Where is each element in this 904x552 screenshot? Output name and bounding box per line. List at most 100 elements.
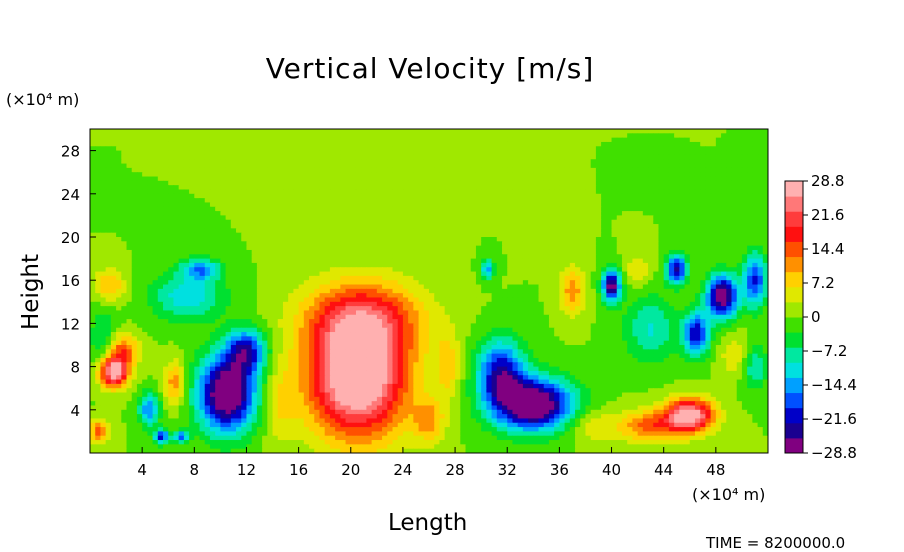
heatmap-cell — [204, 202, 211, 208]
heatmap-cell — [236, 267, 242, 273]
heatmap-cell — [230, 189, 237, 195]
heatmap-cell — [585, 232, 592, 238]
heatmap-cell — [429, 129, 435, 134]
heatmap-cell — [413, 167, 420, 173]
heatmap-cell — [95, 288, 102, 294]
heatmap-cell — [642, 211, 649, 216]
heatmap-cell — [741, 228, 748, 234]
heatmap-cell — [481, 159, 487, 165]
heatmap-cell — [298, 262, 305, 268]
heatmap-cell — [752, 284, 759, 290]
heatmap-cell — [491, 215, 498, 221]
heatmap-cell — [726, 232, 733, 238]
heatmap-cell — [663, 232, 670, 238]
heatmap-cell — [627, 275, 633, 281]
heatmap-cell — [340, 267, 347, 273]
heatmap-cell — [710, 167, 717, 173]
heatmap-cell — [585, 237, 592, 242]
heatmap-cell — [163, 262, 169, 268]
heatmap-cell — [449, 167, 456, 173]
heatmap-cell — [621, 129, 628, 134]
heatmap-cell — [408, 129, 414, 134]
heatmap-cell — [199, 202, 206, 208]
heatmap-cell — [543, 211, 550, 216]
heatmap-cell — [236, 185, 242, 191]
heatmap-cell — [397, 202, 404, 208]
heatmap-cell — [324, 215, 331, 221]
heatmap-cell — [173, 167, 180, 173]
heatmap-cell — [147, 267, 154, 273]
heatmap-cell — [470, 254, 477, 260]
heatmap-cell — [309, 163, 315, 169]
heatmap-cell — [689, 133, 696, 139]
heatmap-cell — [621, 219, 628, 225]
heatmap-cell — [136, 258, 143, 264]
heatmap-cell — [606, 167, 613, 173]
heatmap-cell — [329, 154, 336, 160]
heatmap-cell — [533, 284, 540, 290]
heatmap-cell — [674, 219, 680, 225]
heatmap-cell — [413, 241, 420, 247]
heatmap-cell — [340, 215, 347, 221]
heatmap-cell — [611, 198, 618, 204]
heatmap-cell — [387, 172, 394, 178]
heatmap-cell — [100, 224, 107, 229]
heatmap-cell — [455, 137, 461, 143]
heatmap-cell — [621, 189, 628, 195]
heatmap-cell — [314, 154, 321, 160]
heatmap-cell — [455, 258, 461, 264]
heatmap-cell — [183, 137, 190, 143]
heatmap-cell — [298, 198, 305, 204]
heatmap-cell — [371, 129, 378, 134]
heatmap-cell — [762, 215, 768, 221]
heatmap-cell — [559, 254, 566, 260]
heatmap-cell — [621, 133, 628, 139]
heatmap-cell — [183, 232, 190, 238]
heatmap-cell — [533, 185, 540, 191]
heatmap-cell — [564, 150, 571, 156]
heatmap-cell — [220, 211, 227, 216]
heatmap-cell — [152, 245, 159, 251]
heatmap-cell — [147, 280, 154, 286]
heatmap-cell — [580, 185, 587, 191]
heatmap-cell — [163, 258, 169, 264]
heatmap-cell — [512, 228, 519, 234]
heatmap-cell — [366, 167, 373, 173]
heatmap-cell — [329, 167, 336, 173]
heatmap-cell — [173, 288, 180, 294]
heatmap-cell — [392, 189, 399, 195]
heatmap-cell — [126, 241, 133, 247]
heatmap-cell — [710, 146, 717, 152]
heatmap-cell — [533, 206, 540, 212]
heatmap-cell — [293, 159, 300, 165]
heatmap-cell — [741, 232, 748, 238]
heatmap-cell — [460, 254, 467, 260]
heatmap-cell — [105, 202, 112, 208]
heatmap-cell — [757, 193, 764, 199]
heatmap-cell — [335, 167, 341, 173]
heatmap-cell — [209, 150, 216, 156]
heatmap-cell — [752, 154, 759, 160]
heatmap-cell — [178, 275, 185, 281]
heatmap-cell — [215, 137, 221, 143]
heatmap-cell — [256, 280, 263, 286]
heatmap-cell — [606, 254, 613, 260]
heatmap-cell — [752, 245, 759, 251]
heatmap-cell — [225, 141, 232, 147]
heatmap-cell — [611, 137, 618, 143]
heatmap-cell — [632, 211, 639, 216]
heatmap-cell — [580, 211, 587, 216]
heatmap-cell — [136, 150, 143, 156]
heatmap-cell — [439, 154, 446, 160]
heatmap-cell — [314, 232, 321, 238]
heatmap-cell — [340, 154, 347, 160]
heatmap-cell — [465, 275, 472, 281]
heatmap-cell — [309, 180, 315, 186]
heatmap-cell — [329, 228, 336, 234]
heatmap-cell — [376, 275, 383, 281]
heatmap-cell — [637, 241, 644, 247]
heatmap-cell — [449, 267, 456, 273]
heatmap-cell — [345, 154, 352, 160]
heatmap-cell — [110, 137, 117, 143]
heatmap-cell — [309, 198, 315, 204]
